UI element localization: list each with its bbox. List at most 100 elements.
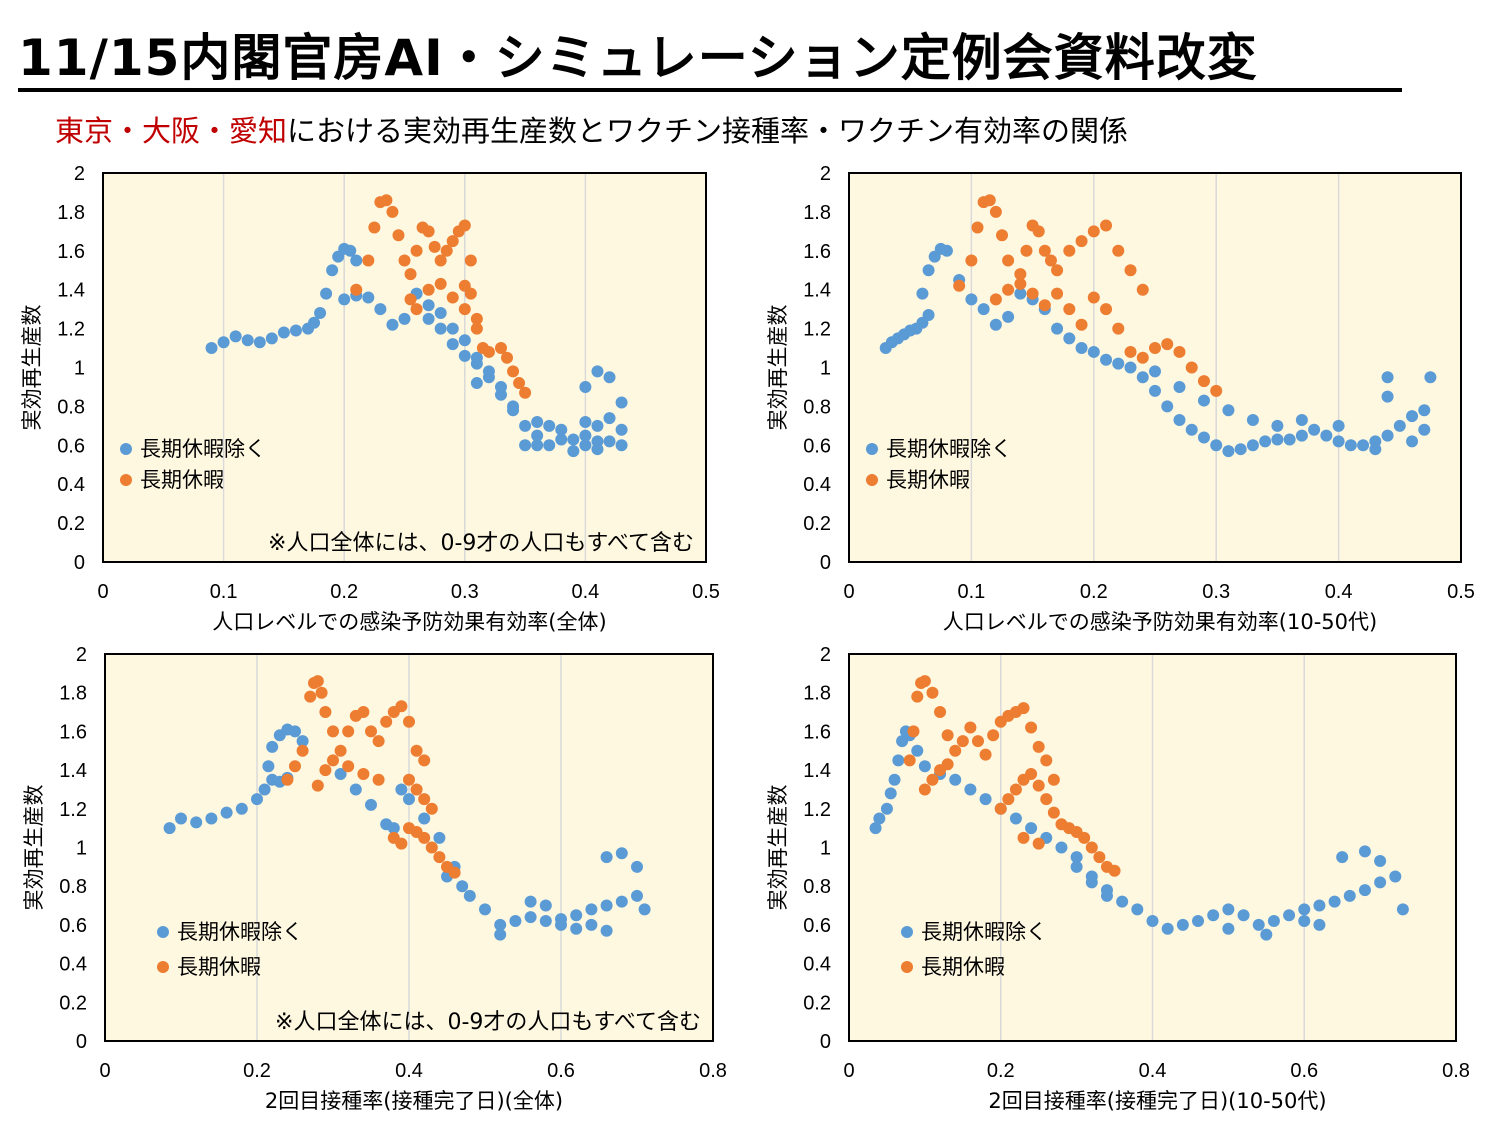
chart3-point-excluding-long-holiday — [1313, 918, 1326, 931]
chart3-y-tick-label: 0.8 — [803, 876, 831, 898]
chart2-point-long-holiday — [410, 744, 423, 757]
chart1-point-excluding-long-holiday — [1014, 287, 1027, 300]
chart1-point-long-holiday — [1100, 303, 1113, 316]
chart1-point-excluding-long-holiday — [1002, 310, 1015, 323]
chart3-point-long-holiday — [911, 690, 924, 703]
chart2-point-long-holiday — [281, 773, 294, 786]
chart2-point-long-holiday — [403, 715, 415, 728]
chart3-point-long-holiday — [941, 729, 954, 742]
chart2-x-tick-label: 0.6 — [547, 1060, 575, 1082]
chart1-point-long-holiday — [996, 229, 1008, 242]
chart1-point-long-holiday — [1014, 268, 1027, 281]
chart0-point-excluding-long-holiday — [543, 439, 556, 452]
chart0-point-excluding-long-holiday — [579, 429, 592, 442]
chart0-point-excluding-long-holiday — [314, 307, 327, 320]
chart2-x-tick-label: 0.2 — [243, 1060, 271, 1082]
chart3-point-excluding-long-holiday — [1131, 903, 1144, 916]
chart2-point-long-holiday — [319, 706, 332, 719]
chart3-point-long-holiday — [956, 735, 969, 748]
chart0-point-excluding-long-holiday — [446, 338, 459, 351]
chart3-point-excluding-long-holiday — [1009, 812, 1022, 825]
chart1-y-tick-label: 1 — [820, 358, 831, 380]
chart1-point-long-holiday — [1124, 264, 1137, 277]
chart1-point-excluding-long-holiday — [922, 264, 935, 277]
chart2-y-tick-label: 0.6 — [59, 915, 87, 937]
chart0-point-long-holiday — [501, 351, 514, 364]
chart3-point-long-holiday — [949, 744, 962, 757]
chart0-point-long-holiday — [404, 293, 417, 306]
chart0-point-long-holiday — [446, 235, 459, 248]
chart0-point-excluding-long-holiday — [229, 330, 242, 343]
chart0-point-long-holiday — [440, 244, 453, 257]
chart2-point-excluding-long-holiday — [539, 899, 552, 912]
chart1-point-excluding-long-holiday — [1418, 423, 1431, 436]
chart1-point-excluding-long-holiday — [1112, 357, 1125, 370]
chart3-point-excluding-long-holiday — [873, 812, 886, 825]
chart2-point-excluding-long-holiday — [349, 783, 362, 796]
chart3-point-excluding-long-holiday — [1336, 851, 1349, 864]
chart3-point-long-holiday — [1032, 779, 1045, 792]
chart2-point-long-holiday — [334, 744, 347, 757]
chart0-point-long-holiday — [482, 345, 495, 358]
chart0-point-long-holiday — [368, 221, 381, 234]
chart0-point-excluding-long-holiday — [338, 293, 351, 306]
chart0-point-long-holiday — [458, 219, 471, 232]
chart2-point-excluding-long-holiday — [258, 783, 271, 796]
chart2-point-long-holiday — [296, 744, 309, 757]
chart0-y-tick-label: 1.4 — [57, 280, 85, 302]
chart0-y-tick-label: 0 — [74, 552, 85, 574]
chart2-point-excluding-long-holiday — [220, 806, 233, 819]
chart2-point-long-holiday — [315, 686, 328, 699]
chart2-point-long-holiday — [357, 767, 370, 780]
chart3-y-tick-label: 0.4 — [803, 954, 831, 976]
chart1-x-tick-label: 0.4 — [1325, 581, 1353, 603]
chart0-point-excluding-long-holiday — [603, 412, 616, 425]
chart0-point-excluding-long-holiday — [241, 334, 254, 347]
chart1-point-excluding-long-holiday — [1222, 445, 1235, 458]
chart1-point-excluding-long-holiday — [1051, 322, 1064, 335]
chart3-x-tick-label: 0 — [843, 1060, 854, 1082]
chart1-point-excluding-long-holiday — [1381, 371, 1394, 384]
chart1-point-excluding-long-holiday — [1332, 419, 1345, 432]
chart0-note: ※人口全体には、0-9才の人口もすべて含む — [268, 531, 694, 556]
chart0-x-tick-label: 0 — [97, 581, 108, 603]
chart1-legend-marker-0 — [866, 443, 878, 455]
chart2-point-excluding-long-holiday — [524, 911, 537, 924]
chart2-point-long-holiday — [304, 690, 317, 703]
chart2-point-long-holiday — [380, 715, 393, 728]
chart1-point-excluding-long-holiday — [1283, 433, 1296, 446]
chart3-point-long-holiday — [1025, 721, 1038, 734]
chart3-point-excluding-long-holiday — [1358, 845, 1371, 858]
chart2-point-excluding-long-holiday — [638, 903, 651, 916]
chart1-point-long-holiday — [1014, 277, 1027, 290]
chart1-point-long-holiday — [1063, 303, 1076, 316]
chart1-point-long-holiday — [1112, 244, 1125, 257]
chart1-point-excluding-long-holiday — [1124, 361, 1137, 374]
chart1-y-tick-label: 0.6 — [803, 435, 831, 457]
chart1-point-excluding-long-holiday — [989, 318, 1002, 331]
chart0-y-tick-label: 0.2 — [57, 513, 85, 535]
chart2-point-excluding-long-holiday — [570, 909, 583, 922]
chart2-point-excluding-long-holiday — [251, 793, 263, 806]
chart1-point-excluding-long-holiday — [1149, 384, 1161, 397]
chart2-plot-border — [104, 653, 714, 1042]
chart2-point-long-holiday — [357, 706, 370, 719]
chart2-point-excluding-long-holiday — [296, 735, 309, 748]
chart1-y-tick-label: 0 — [820, 552, 831, 574]
chart2-legend-marker-1 — [157, 961, 169, 973]
chart1-point-excluding-long-holiday — [1075, 342, 1088, 355]
chart0-point-excluding-long-holiday — [289, 324, 302, 337]
chart1-point-excluding-long-holiday — [1418, 404, 1431, 417]
chart2-point-long-holiday — [342, 760, 355, 773]
chart0-point-excluding-long-holiday — [615, 423, 628, 436]
chart0-x-tick-label: 0.1 — [210, 581, 238, 603]
chart2-point-excluding-long-holiday — [615, 847, 628, 860]
chart3-point-long-holiday — [1025, 767, 1038, 780]
chart2-point-excluding-long-holiday — [266, 740, 279, 753]
chart0-point-excluding-long-holiday — [482, 371, 495, 384]
chart0-point-excluding-long-holiday — [555, 433, 568, 446]
chart3-point-excluding-long-holiday — [918, 760, 931, 773]
chart0-point-excluding-long-holiday — [579, 439, 592, 452]
